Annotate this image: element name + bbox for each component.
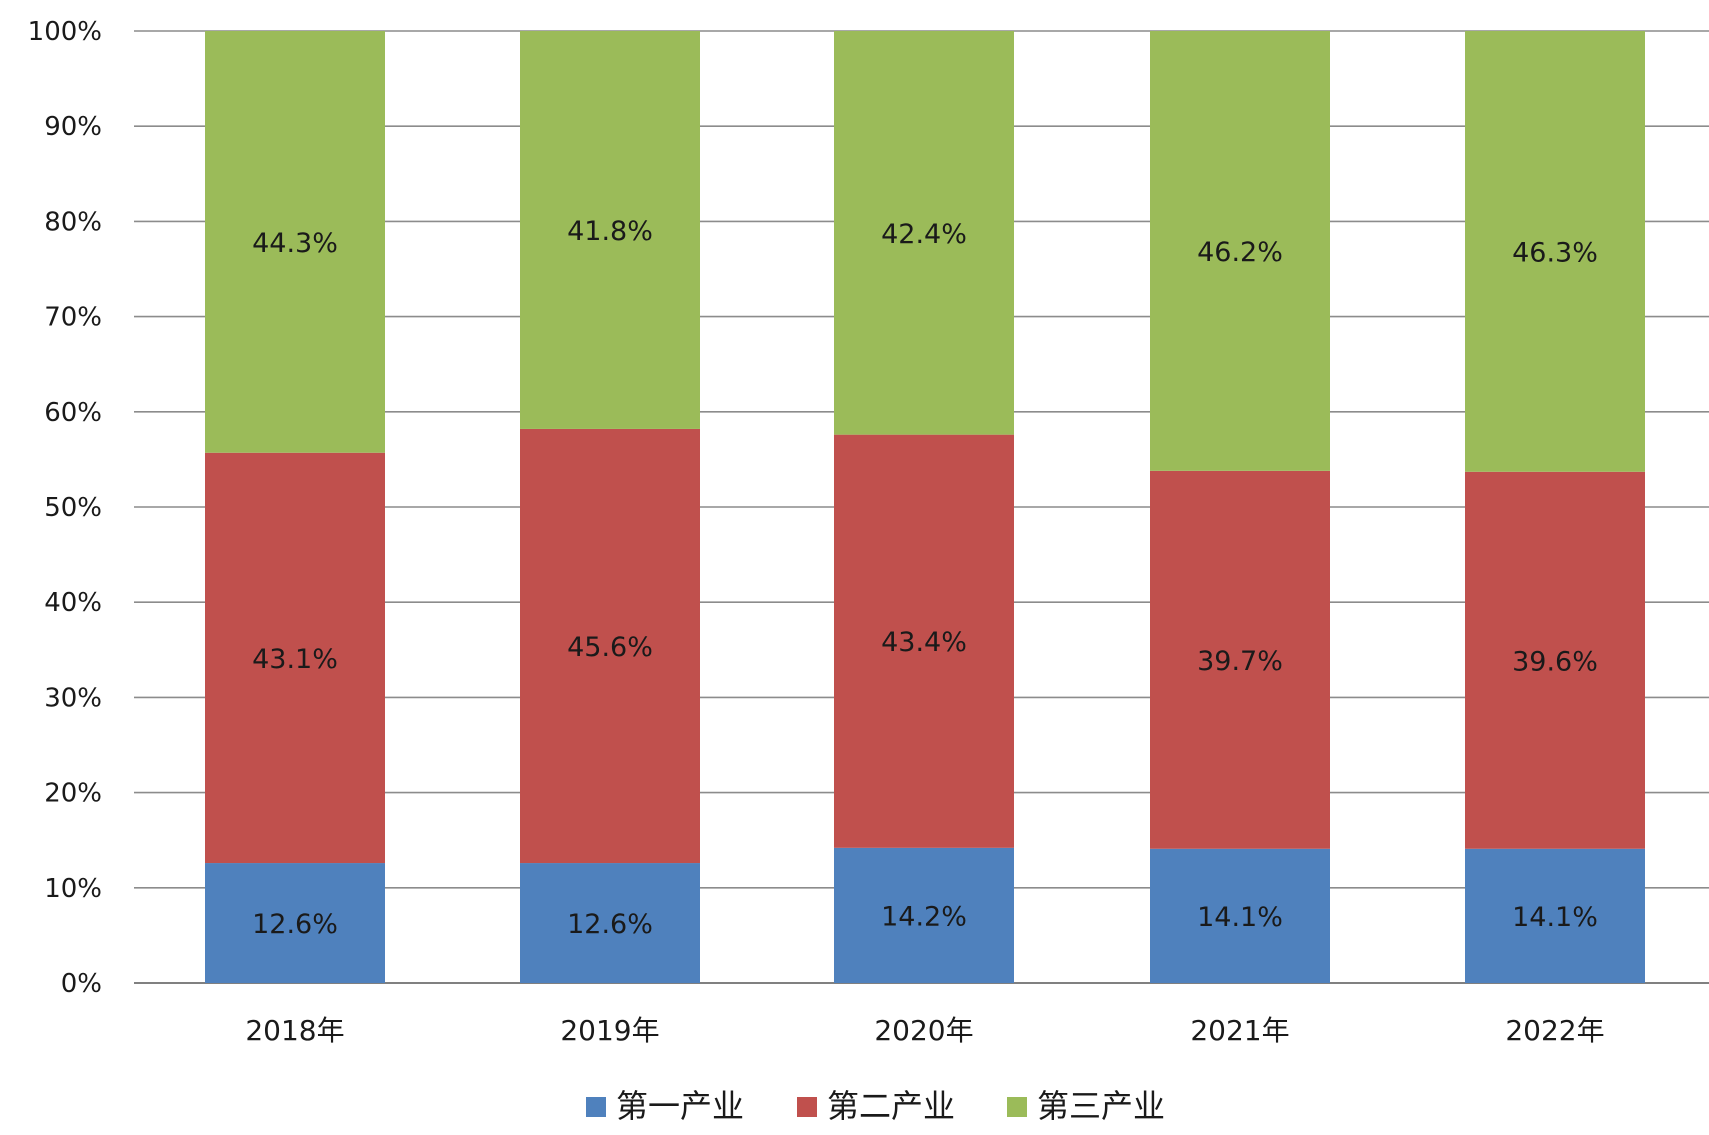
bar-segment	[1465, 471, 1645, 849]
x-tick-label: 2020年	[874, 1014, 973, 1047]
legend-item: 第二产业	[797, 1087, 955, 1125]
bar-segment	[834, 847, 1014, 983]
bar-segment	[834, 31, 1014, 435]
data-label: 43.1%	[252, 644, 338, 675]
data-label: 42.4%	[881, 219, 967, 250]
x-axis: 2018年 2019年 2020年 2021年 2022年	[245, 1014, 1604, 1047]
x-tick-label: 2019年	[560, 1014, 659, 1047]
data-label: 43.4%	[881, 627, 967, 658]
x-tick-label: 2021年	[1190, 1014, 1289, 1047]
legend-label: 第一产业	[616, 1087, 744, 1125]
legend-label: 第二产业	[827, 1087, 955, 1125]
data-label: 45.6%	[567, 632, 653, 663]
y-tick-label: 80%	[44, 207, 102, 237]
legend-swatch	[586, 1097, 606, 1117]
legend-item: 第三产业	[1007, 1087, 1165, 1125]
legend-swatch	[1007, 1097, 1027, 1117]
data-label: 46.2%	[1197, 237, 1283, 268]
bar-segment	[1150, 31, 1330, 471]
y-tick-label: 100%	[28, 17, 102, 47]
y-tick-label: 90%	[44, 112, 102, 142]
y-tick-label: 50%	[44, 493, 102, 523]
data-label: 12.6%	[567, 909, 653, 940]
bar-segment	[520, 863, 700, 983]
bar-segment	[1465, 31, 1645, 472]
data-label: 14.1%	[1197, 902, 1283, 933]
bar-segment	[205, 31, 385, 453]
bar-segment	[520, 31, 700, 429]
x-tick-label: 2018年	[245, 1014, 344, 1047]
bar-segment	[520, 428, 700, 864]
y-tick-label: 60%	[44, 398, 102, 428]
legend-label: 第三产业	[1037, 1087, 1165, 1125]
bar-segment	[834, 434, 1014, 848]
data-label: 12.6%	[252, 909, 338, 940]
y-tick-label: 0%	[61, 969, 102, 999]
data-label: 41.8%	[567, 216, 653, 247]
bar-segment	[205, 452, 385, 864]
data-label: 39.6%	[1512, 646, 1598, 677]
legend-swatch	[797, 1097, 817, 1117]
data-label: 14.2%	[881, 901, 967, 932]
bar-segment	[1150, 848, 1330, 983]
x-tick-label: 2022年	[1505, 1014, 1604, 1047]
data-label: 46.3%	[1512, 237, 1598, 268]
data-label: 14.1%	[1512, 902, 1598, 933]
y-tick-label: 30%	[44, 683, 102, 713]
y-tick-label: 20%	[44, 779, 102, 809]
data-label: 44.3%	[252, 228, 338, 259]
y-tick-label: 40%	[44, 588, 102, 618]
bar-segment	[205, 863, 385, 983]
y-tick-label: 70%	[44, 303, 102, 333]
legend-item: 第一产业	[586, 1087, 744, 1125]
data-labels: 12.6% 43.1% 44.3% 12.6% 45.6% 41.8% 14.2% 43.4%…	[252, 216, 1598, 940]
bars	[205, 31, 1645, 983]
bar-segment	[1150, 470, 1330, 849]
y-axis: 0% 10% 20% 30% 40% 50% 60% 70% 80% 90% 100%	[28, 17, 102, 999]
bar-segment	[1465, 848, 1645, 983]
legend: 第一产业 第二产业 第三产业	[586, 1087, 1165, 1125]
data-label: 39.7%	[1197, 646, 1283, 677]
y-tick-label: 10%	[44, 874, 102, 904]
